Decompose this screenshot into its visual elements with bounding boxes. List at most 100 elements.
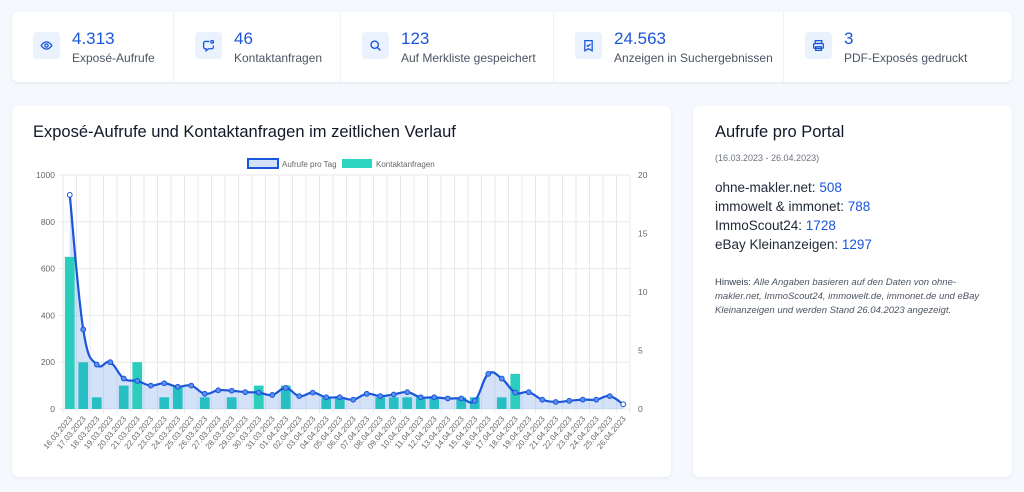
portal-name: ohne-makler.net: [715, 180, 820, 195]
views-point [363, 390, 370, 397]
views-point [134, 378, 141, 384]
views-point [350, 396, 357, 403]
legend-label-contacts[interactable]: Kontaktanfragen [376, 160, 435, 169]
views-point [458, 395, 465, 402]
contact-bar [496, 397, 507, 409]
views-point [120, 375, 127, 382]
chart-grid [59, 174, 631, 413]
views-point [566, 397, 573, 404]
portal-date-range: (16.03.2023 - 26.04.2023) [715, 153, 820, 163]
search-icon [362, 31, 389, 59]
portal-name: ImmoScout24: [715, 218, 806, 233]
views-point [228, 387, 235, 394]
y-left-tick-label: 400 [41, 310, 55, 320]
kpi-label: PDF-Exposés gedruckt [844, 50, 968, 65]
chat-bubble-icon [195, 31, 222, 59]
contact-bar [226, 397, 237, 409]
views-point [147, 382, 154, 389]
views-point [93, 361, 100, 368]
contact-bar [132, 362, 143, 409]
contact-bars [64, 256, 521, 409]
kpi-pdf-printed: 3 PDF-Exposés gedruckt [784, 12, 1012, 82]
portal-item: eBay Kleinanzeigen: 1297 [715, 235, 872, 254]
views-point [552, 399, 559, 405]
portal-item: immowelt & immonet: 788 [715, 197, 872, 216]
legend-swatch-contacts[interactable] [342, 159, 372, 168]
contact-bar [280, 385, 291, 409]
contact-bar [402, 397, 413, 409]
timeline-chart: 0 200 400 600 800 1000 0 5 10 15 20 16.03.202317.… [36, 158, 648, 451]
views-point [593, 396, 600, 403]
views-point [471, 397, 478, 404]
kpi-value: 4.313 [72, 28, 115, 48]
portal-item: ohne-makler.net: 508 [715, 178, 872, 197]
views-point [201, 390, 208, 397]
portal-card: Aufrufe pro Portal (16.03.2023 - 26.04.2… [693, 106, 1012, 477]
timeline-chart-card: Exposé-Aufrufe und Kontaktanfragen im ze… [12, 106, 671, 477]
chart-legend[interactable]: Aufrufe pro Tag Kontaktanfragen [247, 158, 435, 169]
x-axis-labels: 16.03.202317.03.202318.03.202319.03.2023… [42, 414, 628, 451]
kpi-value: 3 [844, 28, 854, 48]
contact-bar [456, 397, 467, 409]
contact-bar [64, 256, 75, 409]
kpi-watchlist: 123 Auf Merkliste gespeichert [341, 12, 554, 82]
kpi-value: 123 [401, 28, 430, 48]
views-point [539, 396, 546, 403]
y-right-tick-label: 20 [638, 170, 648, 180]
y-right-tick-label: 0 [638, 404, 643, 414]
views-point [336, 394, 343, 401]
legend-swatch-views[interactable] [247, 158, 279, 169]
views-point [66, 191, 73, 198]
eye-icon [33, 31, 60, 59]
kpi-label: Kontaktanfragen [234, 50, 323, 65]
portal-name: immowelt & immonet: [715, 199, 848, 214]
contact-bar [159, 397, 170, 409]
views-point [417, 394, 424, 401]
views-point [377, 393, 384, 400]
views-point [512, 389, 519, 396]
views-point [525, 389, 532, 396]
views-point [444, 395, 451, 402]
bookmark-check-icon [575, 31, 602, 59]
views-points [66, 191, 627, 408]
portal-note: Hinweis: Alle Angaben basieren auf den D… [715, 276, 990, 318]
kpi-label: Anzeigen in Suchergebnissen [614, 50, 773, 65]
portal-name: eBay Kleinanzeigen: [715, 237, 842, 252]
y-left-tick-label: 800 [41, 217, 55, 227]
y-left-tick-label: 0 [50, 404, 55, 414]
kpi-expose-views: 4.313 Exposé-Aufrufe [12, 12, 174, 82]
legend-label-views[interactable]: Aufrufe pro Tag [282, 160, 337, 169]
views-point [620, 401, 627, 408]
contact-bar [199, 397, 210, 409]
kpi-value: 46 [234, 28, 253, 48]
contact-bar [415, 397, 426, 409]
views-point [255, 389, 262, 396]
contact-bar [253, 385, 264, 409]
contact-bar [375, 397, 386, 409]
y-left-tick-label: 600 [41, 264, 55, 274]
note-label: Hinweis: [715, 277, 754, 288]
y-right-tick-label: 15 [638, 229, 648, 239]
y-right-tick-label: 10 [638, 287, 648, 297]
portal-value: 788 [847, 199, 871, 214]
contact-bar [118, 385, 129, 409]
views-point [606, 393, 613, 400]
views-point [282, 385, 289, 391]
views-point [161, 380, 168, 387]
y-axis-left: 0 200 400 600 800 1000 [36, 170, 55, 414]
printer-icon [805, 31, 832, 59]
kpi-bar: 4.313 Exposé-Aufrufe 46 Kontaktanfragen … [12, 12, 1012, 82]
y-left-tick-label: 200 [41, 357, 55, 367]
contact-bar [172, 385, 183, 409]
views-point [215, 387, 222, 394]
views-point [188, 382, 195, 389]
views-point [431, 394, 438, 401]
kpi-search-results: 24.563 Anzeigen in Suchergebnissen [554, 12, 784, 82]
portal-item: ImmoScout24: 1728 [715, 216, 872, 235]
kpi-label: Exposé-Aufrufe [72, 50, 155, 65]
views-point [498, 375, 505, 382]
y-axis-right: 0 5 10 15 20 [638, 170, 648, 414]
kpi-label: Auf Merkliste gespeichert [401, 50, 536, 65]
views-point [485, 371, 492, 377]
portal-value: 508 [819, 180, 842, 195]
